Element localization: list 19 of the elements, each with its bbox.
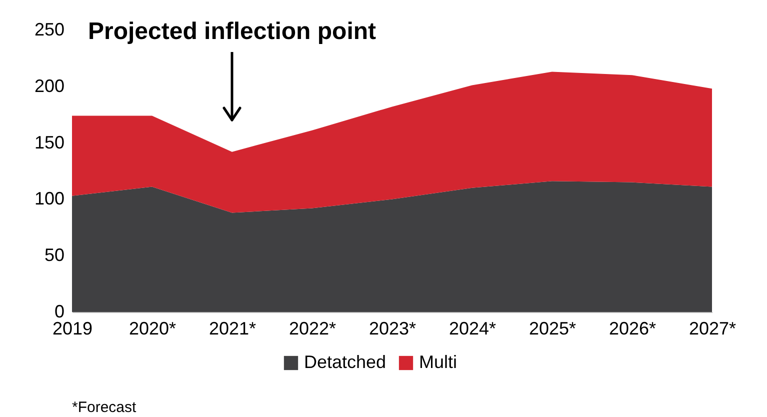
x-tick-label: 2019 xyxy=(52,318,93,338)
x-tick-label: 2023* xyxy=(368,318,416,338)
text: *Forecast xyxy=(72,399,138,416)
x-tick-label: 2026* xyxy=(608,318,656,338)
x-tick-label: 2024* xyxy=(448,318,496,338)
y-tick-label: 150 xyxy=(34,132,64,152)
legend-label: Multi xyxy=(419,352,458,372)
x-tick-label: 2021* xyxy=(208,318,256,338)
y-tick-label: 200 xyxy=(34,76,64,96)
x-tick-label: 2022* xyxy=(288,318,336,338)
x-tick-label: 2027* xyxy=(688,318,736,338)
y-tick-label: 250 xyxy=(34,20,64,40)
y-tick-label: 50 xyxy=(44,245,64,266)
legend-label: Detatched xyxy=(304,352,386,372)
y-tick-label: 0 xyxy=(54,302,64,322)
x-tick-label: 2020* xyxy=(128,318,176,338)
annotation: Projected inflection point xyxy=(88,18,376,45)
x-tick-label: 2025* xyxy=(528,318,576,338)
y-tick-label: 100 xyxy=(34,188,64,209)
